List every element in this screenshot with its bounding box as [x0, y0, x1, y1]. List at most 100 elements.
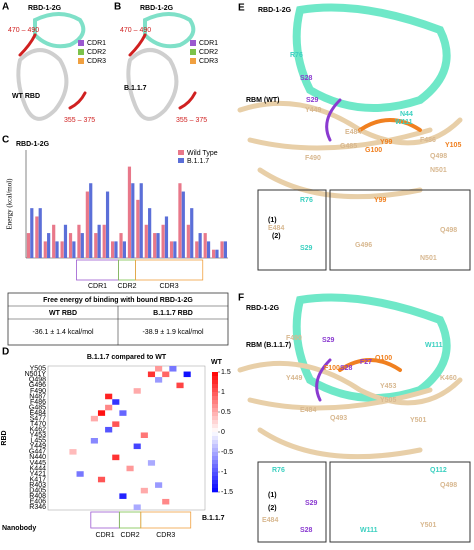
heat-cell [176, 382, 184, 389]
colorbar-tick-label: -0.5 [221, 449, 233, 456]
colorbar-segment [212, 472, 218, 477]
colorbar-tick-label: -1 [221, 469, 227, 476]
residue-label: E484 [300, 407, 316, 414]
y-tick-label: D405 [29, 487, 46, 494]
residue-label: S29 [306, 97, 319, 104]
table-header: B.1.1.7 RBD [153, 310, 193, 317]
heat-cell [133, 443, 141, 450]
bar [156, 233, 160, 258]
y-tick-label: Y505 [30, 366, 46, 373]
residue-label: K460 [440, 375, 457, 382]
heat-cell [76, 471, 84, 477]
bar [55, 241, 59, 258]
bar [223, 241, 227, 258]
bar [190, 208, 194, 258]
y-tick-label: E484 [30, 410, 46, 417]
colorbar-segment [212, 452, 218, 457]
bar [153, 233, 157, 258]
heat-cell [140, 432, 148, 438]
colorbar-segment [212, 460, 218, 465]
bar [127, 166, 132, 258]
bar [94, 233, 98, 258]
heat-cell [112, 421, 120, 427]
y-tick-label: V445 [30, 460, 46, 467]
bar [72, 241, 76, 258]
colorbar-segment [212, 404, 218, 409]
panel-label: C [2, 135, 9, 146]
colorbar-segment [212, 416, 218, 421]
y-tick-label: Y449 [30, 443, 46, 450]
colorbar-segment [212, 432, 218, 437]
residue-label: F27 [360, 359, 372, 366]
colorbar-segment [212, 436, 218, 441]
x-axis-title: Nanobody [2, 525, 36, 532]
residue-label: S28 [300, 527, 313, 534]
bar [38, 208, 42, 258]
y-tick-label: T470 [30, 421, 46, 428]
legend-swatch [178, 150, 184, 155]
heat-cell [155, 366, 163, 372]
heat-cell [119, 493, 127, 499]
y-tick-label: Y453 [30, 432, 46, 439]
bar [35, 216, 39, 258]
legend-label: CDR1 [199, 40, 218, 47]
legend-label: CDR1 [87, 40, 106, 47]
y-tick-label: R346 [29, 504, 46, 511]
residue-label: RBM (B.1.1.7) [246, 342, 291, 349]
bar [206, 241, 211, 258]
legend-label: Wild Type [187, 150, 218, 157]
legend-swatch [190, 40, 196, 46]
heat-cell [126, 465, 134, 472]
colorbar-segment [212, 440, 218, 445]
bar [68, 233, 73, 258]
residue-label: N501 [420, 255, 437, 262]
bar [47, 233, 51, 258]
residue-label: W111 [360, 527, 378, 534]
bar [89, 183, 93, 258]
residue-label: F490 [305, 155, 321, 162]
legend-label: CDR2 [87, 49, 106, 56]
group-label: CDR2 [121, 532, 140, 539]
colorbar-label: WT [211, 359, 223, 366]
group-box [118, 511, 142, 529]
bar [173, 241, 177, 258]
bar [26, 233, 31, 258]
y-tick-label: E406 [30, 499, 46, 506]
structure-art [7, 3, 471, 543]
heat-cell [112, 399, 120, 405]
colorbar-segment [212, 456, 218, 461]
bar [43, 241, 47, 258]
group-box [140, 511, 192, 529]
y-axis-title: RBD [1, 430, 8, 445]
bar [80, 233, 84, 258]
plot-frame [47, 365, 206, 511]
y-tick-label: K417 [30, 476, 46, 483]
bar [63, 224, 68, 258]
group-box [118, 259, 136, 281]
heat-cell [147, 371, 156, 378]
title: RBD-1-2G [140, 5, 174, 12]
legend-swatch [190, 49, 196, 55]
y-tick-label: G447 [29, 449, 46, 456]
residue-label: (1) [268, 217, 277, 224]
heat-cell [105, 404, 113, 411]
label: WT RBD [12, 93, 40, 100]
colorbar-segment [212, 376, 218, 381]
heat-cell [155, 482, 163, 488]
colorbar-segment [212, 464, 218, 469]
panel-label: A [2, 2, 9, 13]
heat-cell [147, 460, 156, 466]
residue-label: S29 [322, 337, 335, 344]
residue-label: (2) [268, 505, 277, 512]
residue-label: S28 [300, 75, 313, 82]
legend-swatch [190, 58, 196, 64]
y-tick-label: Q498 [29, 377, 46, 384]
bar [212, 249, 216, 258]
residue-label: Q493 [330, 415, 347, 422]
panel-label: E [238, 3, 245, 14]
y-tick-label: N487 [29, 393, 46, 400]
group-label: CDR1 [96, 532, 115, 539]
bar [77, 224, 81, 258]
panel-label: B [114, 2, 121, 13]
residue-label: (1) [268, 492, 277, 499]
